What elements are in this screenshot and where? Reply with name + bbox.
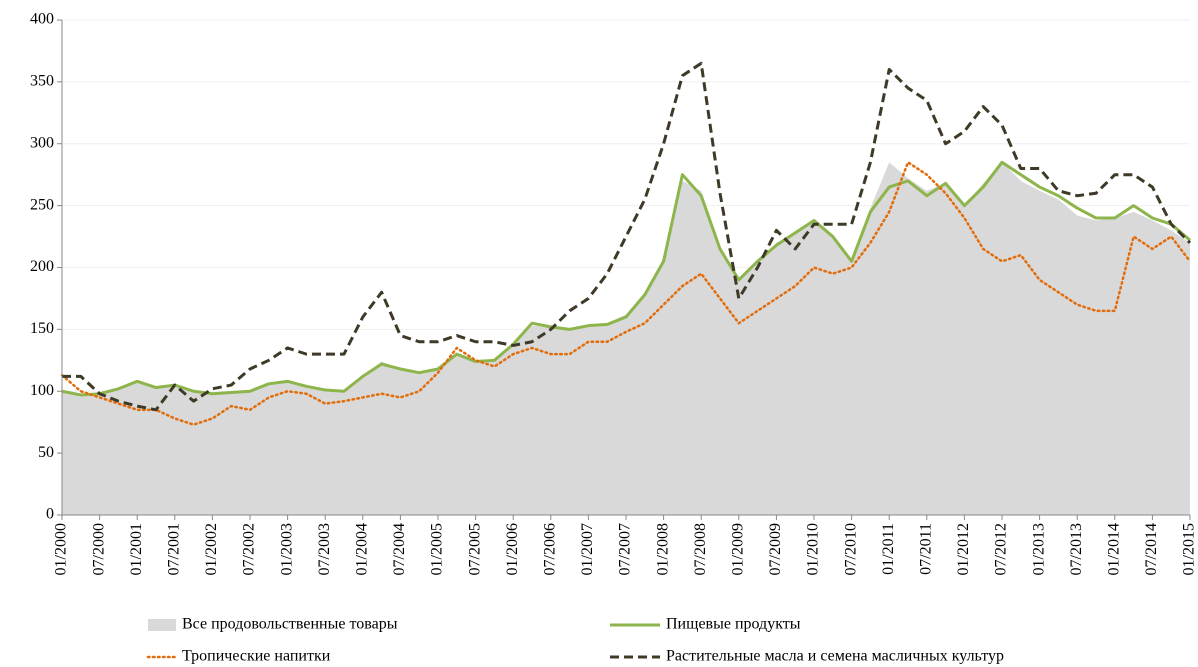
x-tick-label: 07/2011 [917, 523, 934, 575]
x-tick-label: 01/2005 [429, 523, 446, 575]
y-tick-label: 100 [30, 382, 54, 399]
legend-label: Растительные масла и семена масличных ку… [666, 648, 1004, 665]
legend-swatch [148, 619, 176, 631]
x-tick-label: 01/2008 [654, 523, 671, 575]
x-tick-label: 07/2009 [767, 523, 784, 575]
y-tick-label: 200 [30, 258, 54, 275]
x-tick-label: 07/2010 [842, 523, 859, 575]
x-tick-label: 01/2014 [1105, 523, 1122, 575]
y-tick-label: 250 [30, 196, 54, 213]
x-tick-label: 01/2007 [579, 523, 596, 575]
x-tick-label: 07/2008 [692, 523, 709, 575]
legend-label: Пищевые продукты [666, 616, 801, 633]
x-tick-label: 01/2015 [1181, 523, 1198, 575]
x-tick-label: 07/2013 [1068, 523, 1085, 575]
x-tick-label: 01/2000 [53, 523, 70, 575]
x-tick-label: 01/2010 [805, 523, 822, 575]
x-tick-label: 01/2001 [128, 523, 145, 575]
y-tick-label: 400 [30, 11, 54, 28]
y-tick-label: 50 [38, 444, 54, 461]
line [60, 161, 1192, 426]
x-tick-label: 07/2002 [241, 523, 258, 575]
y-tick-label: 0 [46, 506, 54, 523]
x-tick-label: 07/2003 [316, 523, 333, 575]
x-tick-label: 07/2001 [165, 523, 182, 575]
x-tick-label: 07/2005 [466, 523, 483, 575]
area [62, 162, 1190, 515]
legend-label: Все продовольственные товары [182, 616, 398, 633]
x-tick-label: 01/2004 [353, 523, 370, 575]
x-tick-label: 01/2009 [729, 523, 746, 575]
x-tick-label: 01/2011 [880, 523, 897, 575]
x-tick-label: 07/2000 [90, 523, 107, 575]
x-tick-label: 01/2012 [955, 523, 972, 575]
y-tick-label: 150 [30, 320, 54, 337]
line [62, 61, 1192, 412]
x-tick-label: 07/2007 [617, 523, 634, 575]
legend-label: Тропические напитки [182, 648, 331, 665]
x-tick-label: 07/2006 [541, 523, 558, 575]
y-tick-label: 300 [30, 134, 54, 151]
x-tick-label: 07/2012 [993, 523, 1010, 575]
x-tick-label: 01/2002 [203, 523, 220, 575]
x-tick-label: 07/2014 [1143, 523, 1160, 575]
x-tick-label: 01/2006 [504, 523, 521, 575]
x-tick-label: 07/2004 [391, 523, 408, 575]
y-tick-label: 350 [30, 73, 54, 90]
line [61, 160, 1191, 397]
x-tick-label: 01/2013 [1030, 523, 1047, 575]
x-tick-label: 01/2003 [278, 523, 295, 575]
